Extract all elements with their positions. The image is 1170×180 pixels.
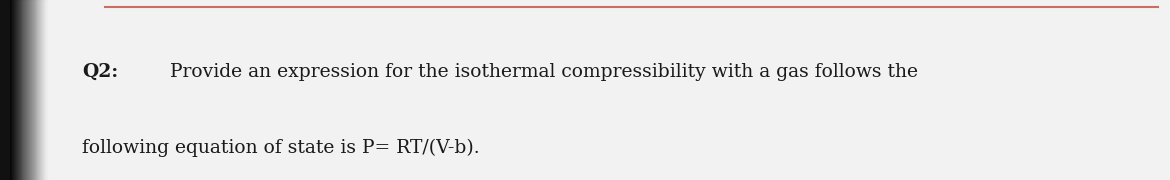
Text: following equation of state is P= RT/(V-b).: following equation of state is P= RT/(V-… bbox=[82, 138, 480, 157]
Bar bbox=[0, 0, 9, 180]
Text: Provide an expression for the isothermal compressibility with a gas follows the: Provide an expression for the isothermal… bbox=[170, 63, 917, 81]
Text: Q2:: Q2: bbox=[82, 63, 118, 81]
